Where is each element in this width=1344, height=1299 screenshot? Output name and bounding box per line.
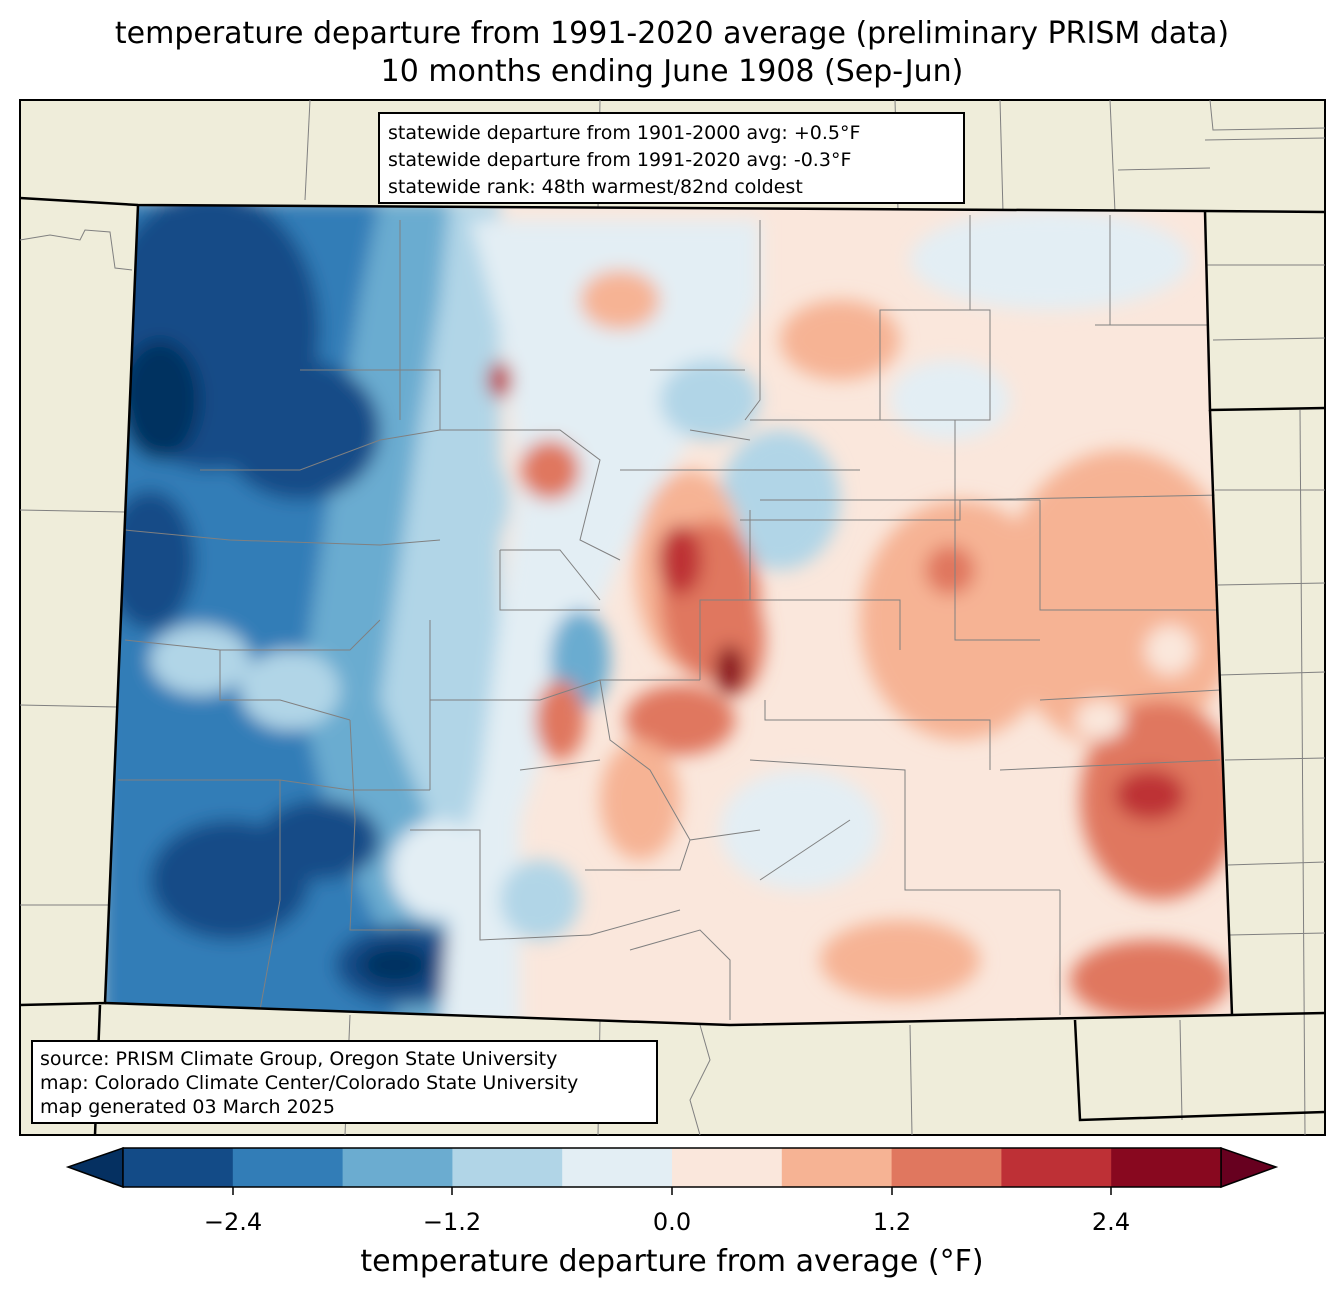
county-lines — [118, 215, 1221, 1020]
colorbar-segment — [1111, 1148, 1222, 1187]
colorbar-segment — [672, 1148, 783, 1187]
generated-date-line: map generated 03 March 2025 — [40, 1096, 335, 1118]
colorbar-tick-label: −1.2 — [422, 1208, 482, 1236]
source-line: source: PRISM Climate Group, Oregon Stat… — [40, 1048, 558, 1070]
colorbar-segment — [891, 1148, 1002, 1187]
colorbar-segments — [123, 1148, 1222, 1187]
colorbar-segment — [562, 1148, 673, 1187]
colorbar-tick-label: −2.4 — [203, 1208, 263, 1236]
colorbar — [65, 1146, 1279, 1195]
temperature-field — [105, 205, 1232, 1025]
colorbar-segment — [781, 1148, 893, 1187]
colorbar-segment — [1001, 1148, 1112, 1187]
colorbar-tick-label: 1.2 — [872, 1208, 912, 1236]
colorbar-label: temperature departure from average (°F) — [360, 1244, 984, 1279]
colorbar-segment — [452, 1148, 563, 1187]
map-credit-line: map: Colorado Climate Center/Colorado St… — [40, 1072, 579, 1094]
colorbar-segment — [123, 1148, 234, 1187]
stat-departure-1991-2020: statewide departure from 1991-2020 avg: … — [388, 149, 852, 171]
colorbar-tick-label: 0.0 — [652, 1208, 692, 1236]
map-title: temperature departure from 1991-2020 ave… — [114, 16, 1230, 51]
map-subtitle: 10 months ending June 1908 (Sep-Jun) — [380, 54, 964, 89]
colorbar-segment — [232, 1148, 344, 1187]
colorbar-min-arrow — [65, 1146, 124, 1189]
colorbar-tick-label: 2.4 — [1091, 1208, 1131, 1236]
source-box: source: PRISM Climate Group, Oregon Stat… — [31, 1040, 658, 1124]
stat-departure-1901-2000: statewide departure from 1901-2000 avg: … — [388, 122, 861, 144]
stat-rank: statewide rank: 48th warmest/82nd coldes… — [388, 176, 803, 198]
colorbar-segment — [342, 1148, 453, 1187]
colorbar-max-arrow — [1220, 1146, 1279, 1189]
statewide-stats-box: statewide departure from 1901-2000 avg: … — [378, 112, 965, 204]
